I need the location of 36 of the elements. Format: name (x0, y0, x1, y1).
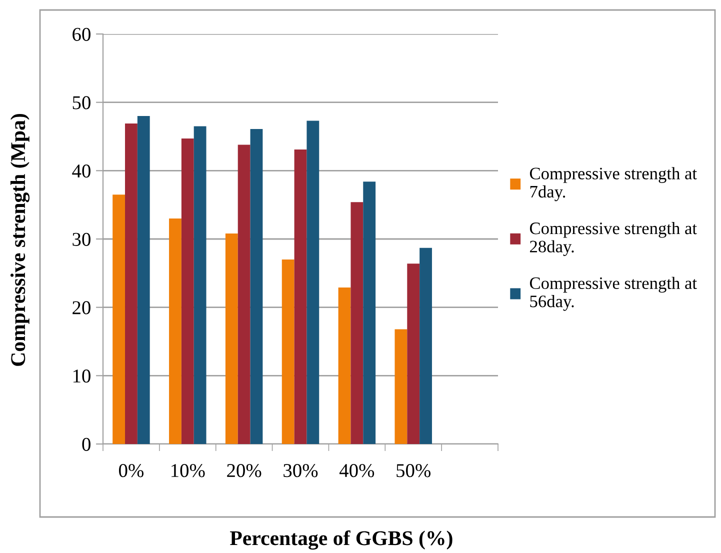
x-tick-label: 30% (284, 464, 318, 478)
x-axis-title: Percentage of GGBS (%) (230, 530, 452, 550)
legend-label: Compressive strength at 7day. (530, 167, 697, 202)
x-tick-label: 50% (396, 464, 431, 478)
x-tick-label: 20% (227, 464, 262, 478)
y-tick-label: 40 (72, 164, 90, 178)
legend-label: Compressive strength at 28day. (530, 222, 697, 256)
bar (137, 116, 150, 444)
y-tick-label: 10 (73, 369, 90, 383)
x-tick-label: 40% (339, 464, 374, 478)
bar (169, 218, 182, 444)
bar (407, 264, 420, 444)
y-tick-label: 20 (72, 301, 90, 314)
bar (250, 128, 263, 444)
bar (363, 182, 376, 444)
bar (338, 288, 351, 444)
bar (112, 194, 126, 444)
bar (125, 124, 138, 444)
y-tick-label: 30 (72, 232, 90, 246)
bar (181, 138, 194, 444)
y-tick-label: 50 (72, 96, 90, 110)
bar (282, 260, 294, 444)
y-axis-title: Compressive strength (Mpa) (10, 114, 30, 366)
bar (194, 126, 206, 444)
bar (350, 202, 364, 444)
y-tick-label: 0 (82, 438, 90, 451)
x-tick-label: 10% (172, 464, 205, 478)
bar (294, 149, 307, 444)
bar (225, 234, 238, 444)
bar (394, 329, 408, 444)
x-tick-label: 0% (118, 464, 144, 478)
y-tick-label: 60 (72, 28, 90, 41)
bar (238, 144, 250, 444)
bar (420, 248, 432, 444)
bar (306, 120, 320, 444)
legend-label: Compressive strength at 56day. (530, 276, 697, 311)
